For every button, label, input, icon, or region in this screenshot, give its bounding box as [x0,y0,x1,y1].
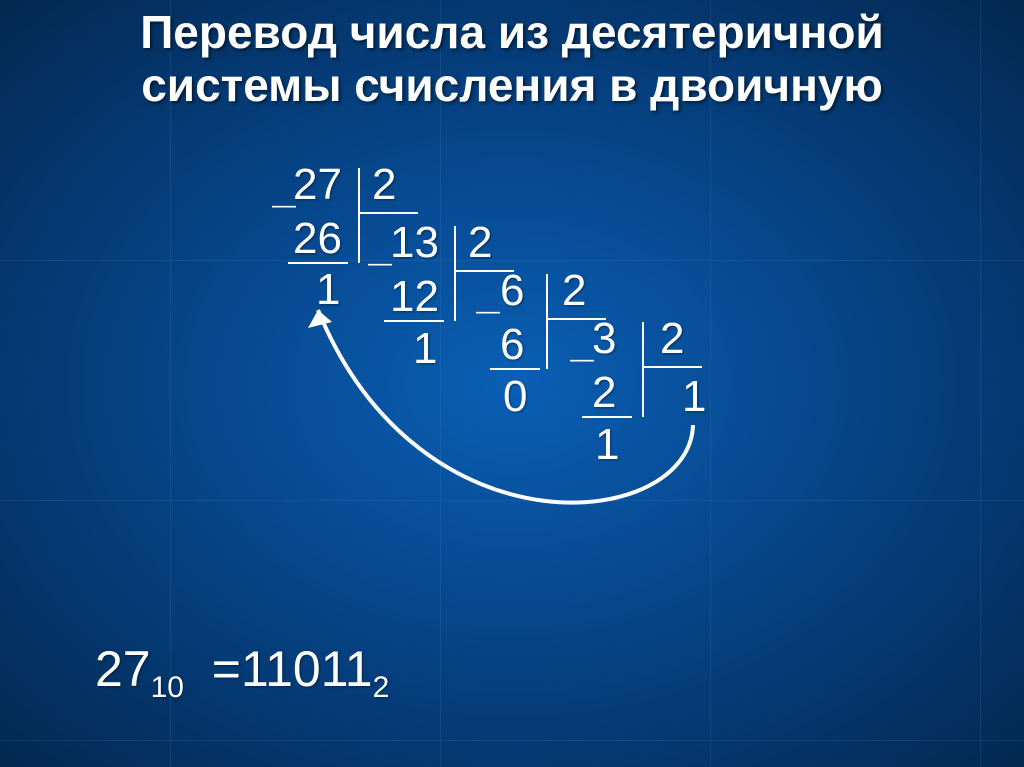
title-line-2: системы счисления в двоичную [141,59,883,111]
step1-hline [358,212,418,214]
result-binary: 11011 [241,641,373,697]
step3-dividend: 6 [500,266,524,316]
grid-vline [980,0,981,767]
step2-vline [454,226,456,321]
step4-under [582,416,632,418]
step3-minus: — [476,298,500,326]
result-sub10: 10 [151,671,184,704]
step2-minus: — [368,250,392,278]
grid-hline [0,500,1024,501]
title-line-1: Перевод числа из десятеричной [140,6,884,58]
step4-dividend: 3 [592,314,616,364]
result-sub2: 2 [373,671,390,704]
result-expression: 2710 =110112 [95,640,389,705]
step5-quotient: 1 [682,372,706,422]
grid-hline [0,260,1024,261]
step4-vline [642,322,644,417]
step2-dividend: 13 [390,218,439,268]
step3-vline [546,274,548,369]
step3-rem: 0 [503,372,527,422]
step2-divisor: 2 [468,218,492,268]
step1-vline [358,168,360,263]
step4-minus: — [570,346,594,374]
step3-divisor: 2 [562,266,586,316]
step4-divisor: 2 [660,314,684,364]
step1-sub: 26 [293,214,342,264]
step4-hline [642,366,702,368]
step1-rem: 1 [316,265,340,315]
grid-hline [0,740,1024,741]
step4-rem: 1 [595,420,619,470]
step3-sub: 6 [500,320,524,370]
result-equals: = [212,641,241,697]
step1-dividend: 27 [293,160,342,210]
step1-under [288,262,348,264]
step2-sub: 12 [390,272,439,322]
grid-vline [440,0,441,767]
step2-under [384,320,444,322]
page-title: Перевод числа из десятеричной системы сч… [0,6,1024,112]
step1-divisor: 2 [372,160,396,210]
result-decimal: 27 [95,641,151,697]
step4-sub: 2 [592,368,616,418]
grid-vline [710,0,711,767]
step2-rem: 1 [413,324,437,374]
step3-under [490,368,540,370]
